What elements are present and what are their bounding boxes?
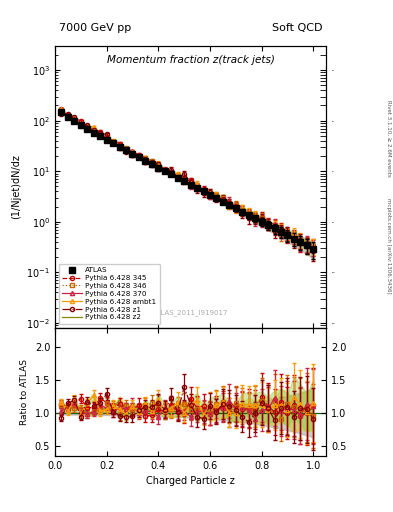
X-axis label: Charged Particle z: Charged Particle z (146, 476, 235, 486)
Text: mcplots.cern.ch [arXiv:1306.3436]: mcplots.cern.ch [arXiv:1306.3436] (386, 198, 391, 293)
Text: ATLAS_2011_I919017: ATLAS_2011_I919017 (153, 310, 228, 316)
Y-axis label: Ratio to ATLAS: Ratio to ATLAS (20, 359, 29, 424)
Text: Soft QCD: Soft QCD (272, 23, 322, 33)
Legend: ATLAS, Pythia 6.428 345, Pythia 6.428 346, Pythia 6.428 370, Pythia 6.428 ambt1,: ATLAS, Pythia 6.428 345, Pythia 6.428 34… (59, 264, 160, 324)
Text: Momentum fraction z(track jets): Momentum fraction z(track jets) (107, 55, 275, 65)
Y-axis label: (1/Njet)dN/dz: (1/Njet)dN/dz (11, 155, 21, 219)
Text: 7000 GeV pp: 7000 GeV pp (59, 23, 131, 33)
Text: Rivet 3.1.10, ≥ 2.6M events: Rivet 3.1.10, ≥ 2.6M events (386, 100, 391, 177)
